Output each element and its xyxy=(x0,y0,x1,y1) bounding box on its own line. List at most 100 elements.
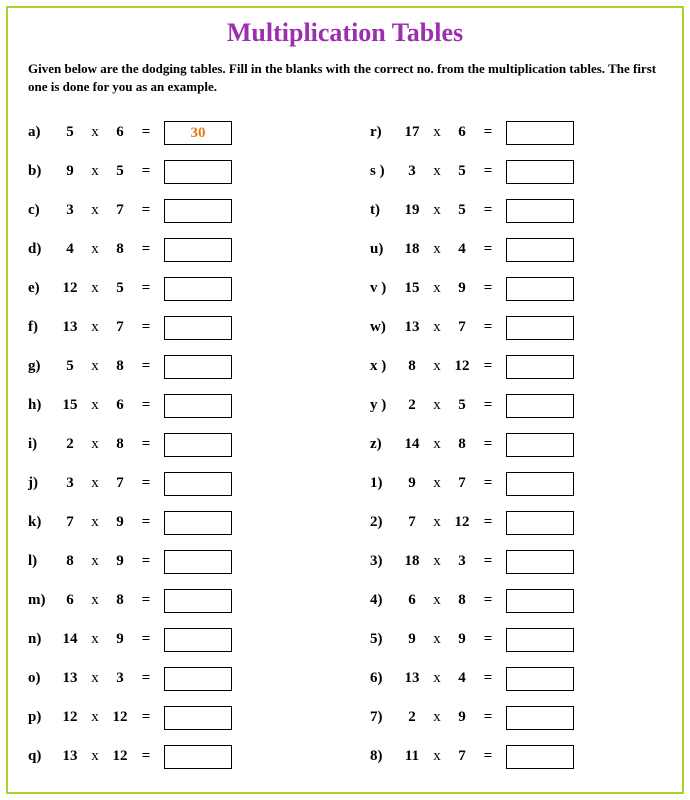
answer-box[interactable] xyxy=(164,472,232,496)
answer-box[interactable] xyxy=(164,277,232,301)
problem-row: 3)18x3= xyxy=(370,542,662,581)
problem-label: s ) xyxy=(370,163,398,180)
answer-box[interactable] xyxy=(506,316,574,340)
equals-sign: = xyxy=(476,319,500,336)
answer-box[interactable] xyxy=(164,160,232,184)
operator: x xyxy=(84,202,106,219)
answer-box[interactable] xyxy=(506,199,574,223)
operator: x xyxy=(84,280,106,297)
problem-row: g)5x8= xyxy=(28,347,320,386)
operator: x xyxy=(84,397,106,414)
operand-b: 9 xyxy=(448,631,476,648)
problem-row: l)8x9= xyxy=(28,542,320,581)
equals-sign: = xyxy=(476,241,500,258)
operand-b: 5 xyxy=(106,163,134,180)
operator: x xyxy=(84,748,106,765)
problem-label: 1) xyxy=(370,475,398,492)
problem-label: w) xyxy=(370,319,398,336)
operator: x xyxy=(426,280,448,297)
operand-a: 12 xyxy=(56,709,84,726)
answer-box[interactable] xyxy=(164,589,232,613)
operand-a: 12 xyxy=(56,280,84,297)
operand-a: 5 xyxy=(56,358,84,375)
answer-box[interactable] xyxy=(164,355,232,379)
answer-box[interactable] xyxy=(506,628,574,652)
operand-a: 13 xyxy=(56,670,84,687)
operator: x xyxy=(84,514,106,531)
operand-a: 15 xyxy=(56,397,84,414)
answer-box[interactable] xyxy=(506,238,574,262)
operand-b: 8 xyxy=(106,241,134,258)
answer-box[interactable]: 30 xyxy=(164,121,232,145)
answer-box[interactable] xyxy=(506,277,574,301)
problem-label: p) xyxy=(28,709,56,726)
operand-a: 2 xyxy=(398,397,426,414)
problem-label: k) xyxy=(28,514,56,531)
equals-sign: = xyxy=(476,553,500,570)
answer-box[interactable] xyxy=(164,745,232,769)
answer-box[interactable] xyxy=(506,472,574,496)
problem-row: y )2x5= xyxy=(370,386,662,425)
operand-a: 7 xyxy=(56,514,84,531)
answer-box[interactable] xyxy=(506,589,574,613)
answer-box[interactable] xyxy=(506,511,574,535)
equals-sign: = xyxy=(134,631,158,648)
answer-box[interactable] xyxy=(164,706,232,730)
operator: x xyxy=(84,553,106,570)
problem-row: f)13x7= xyxy=(28,308,320,347)
operand-b: 5 xyxy=(106,280,134,297)
answer-box[interactable] xyxy=(164,394,232,418)
page-title: Multiplication Tables xyxy=(28,18,662,48)
problem-row: o)13x3= xyxy=(28,659,320,698)
answer-box[interactable] xyxy=(506,667,574,691)
operator: x xyxy=(84,631,106,648)
answer-box[interactable] xyxy=(506,121,574,145)
answer-box[interactable] xyxy=(164,667,232,691)
answer-box[interactable] xyxy=(164,316,232,340)
operator: x xyxy=(426,631,448,648)
operand-b: 7 xyxy=(106,475,134,492)
answer-box[interactable] xyxy=(506,433,574,457)
equals-sign: = xyxy=(476,436,500,453)
operator: x xyxy=(84,670,106,687)
problem-row: 2)7x12= xyxy=(370,503,662,542)
problem-label: h) xyxy=(28,397,56,414)
answer-box[interactable] xyxy=(164,199,232,223)
answer-box[interactable] xyxy=(506,745,574,769)
problem-row: k)7x9= xyxy=(28,503,320,542)
equals-sign: = xyxy=(476,748,500,765)
problem-label: 7) xyxy=(370,709,398,726)
problem-row: h)15x6= xyxy=(28,386,320,425)
problem-label: t) xyxy=(370,202,398,219)
answer-box[interactable] xyxy=(164,628,232,652)
answer-box[interactable] xyxy=(506,550,574,574)
operand-a: 15 xyxy=(398,280,426,297)
problem-row: 8)11x7= xyxy=(370,737,662,776)
operand-a: 2 xyxy=(56,436,84,453)
operand-b: 9 xyxy=(448,280,476,297)
problem-row: m)6x8= xyxy=(28,581,320,620)
answer-box[interactable] xyxy=(164,511,232,535)
problem-label: x ) xyxy=(370,358,398,375)
equals-sign: = xyxy=(134,514,158,531)
answer-box[interactable] xyxy=(506,160,574,184)
problem-label: l) xyxy=(28,553,56,570)
left-column: a)5x6=30b)9x5=c)3x7=d)4x8=e)12x5=f)13x7=… xyxy=(28,113,320,776)
operand-a: 13 xyxy=(56,748,84,765)
answer-box[interactable] xyxy=(164,238,232,262)
problem-label: r) xyxy=(370,124,398,141)
problem-row: c)3x7= xyxy=(28,191,320,230)
answer-box[interactable] xyxy=(164,550,232,574)
equals-sign: = xyxy=(134,202,158,219)
problem-label: n) xyxy=(28,631,56,648)
right-column: r)17x6=s )3x5=t)19x5=u)18x4=v )15x9=w)13… xyxy=(370,113,662,776)
answer-box[interactable] xyxy=(506,394,574,418)
equals-sign: = xyxy=(476,592,500,609)
problem-label: m) xyxy=(28,592,56,609)
operator: x xyxy=(84,163,106,180)
operand-a: 3 xyxy=(56,475,84,492)
answer-box[interactable] xyxy=(164,433,232,457)
answer-box[interactable] xyxy=(506,706,574,730)
answer-box[interactable] xyxy=(506,355,574,379)
problem-label: 6) xyxy=(370,670,398,687)
